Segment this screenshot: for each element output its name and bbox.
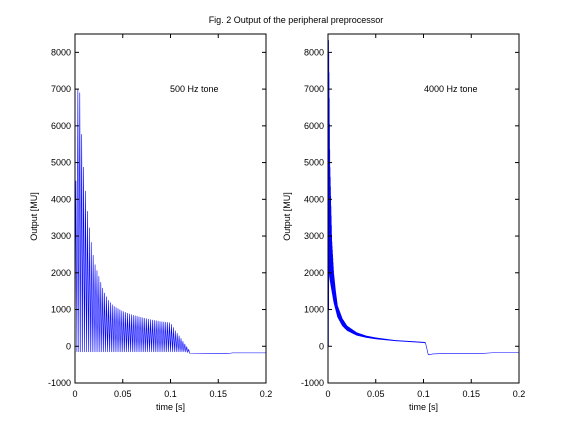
series-line-0-0 [74,88,266,354]
x-axis-label: time [s] [409,402,438,412]
x-tick-label: 0.2 [513,389,526,399]
y-tick-label: 4000 [304,194,324,204]
y-axis-label: Output [MU] [29,192,39,241]
y-tick-label: 7000 [51,84,71,94]
x-tick-label: 0.1 [417,389,430,399]
y-tick-label: 3000 [304,231,324,241]
y-tick-label: 2000 [51,268,71,278]
y-tick-label: 8000 [51,47,71,57]
x-tick-label: 0 [72,389,77,399]
x-tick-label: 0.05 [114,389,132,399]
y-tick-label: 2000 [304,268,324,278]
x-tick-label: 0.1 [164,389,177,399]
y-tick-label: 7000 [304,84,324,94]
y-tick-label: 1000 [304,305,324,315]
y-tick-label: 1000 [51,305,71,315]
y-tick-label: 8000 [304,47,324,57]
series-line-1-0 [327,40,519,356]
tone-annotation: 500 Hz tone [170,84,219,94]
y-tick-label: 6000 [304,121,324,131]
y-tick-label: -1000 [48,378,71,388]
x-tick-label: 0.2 [260,389,273,399]
tone-annotation: 4000 Hz tone [424,84,478,94]
y-tick-label: 0 [319,341,324,351]
y-tick-label: -1000 [301,378,324,388]
y-tick-label: 0 [66,341,71,351]
y-tick-label: 4000 [51,194,71,204]
y-axis-label: Output [MU] [282,192,292,241]
panel-4000hz: 0 0.05 0.1 0.15 0.2-100001000200030004000500… [282,33,526,412]
panel-500hz: 0 0.05 0.1 0.15 0.2-100001000200030004000500… [29,33,273,412]
x-tick-label: 0.05 [367,389,385,399]
x-tick-label: 0.15 [209,389,227,399]
y-tick-label: 5000 [304,158,324,168]
x-tick-label: 0 [325,389,330,399]
y-tick-label: 5000 [51,158,71,168]
y-tick-label: 3000 [51,231,71,241]
figure-title: Fig. 2 Output of the peripheral preproce… [209,15,384,25]
y-tick-label: 6000 [51,121,71,131]
x-axis-label: time [s] [156,402,185,412]
x-tick-label: 0.15 [462,389,480,399]
